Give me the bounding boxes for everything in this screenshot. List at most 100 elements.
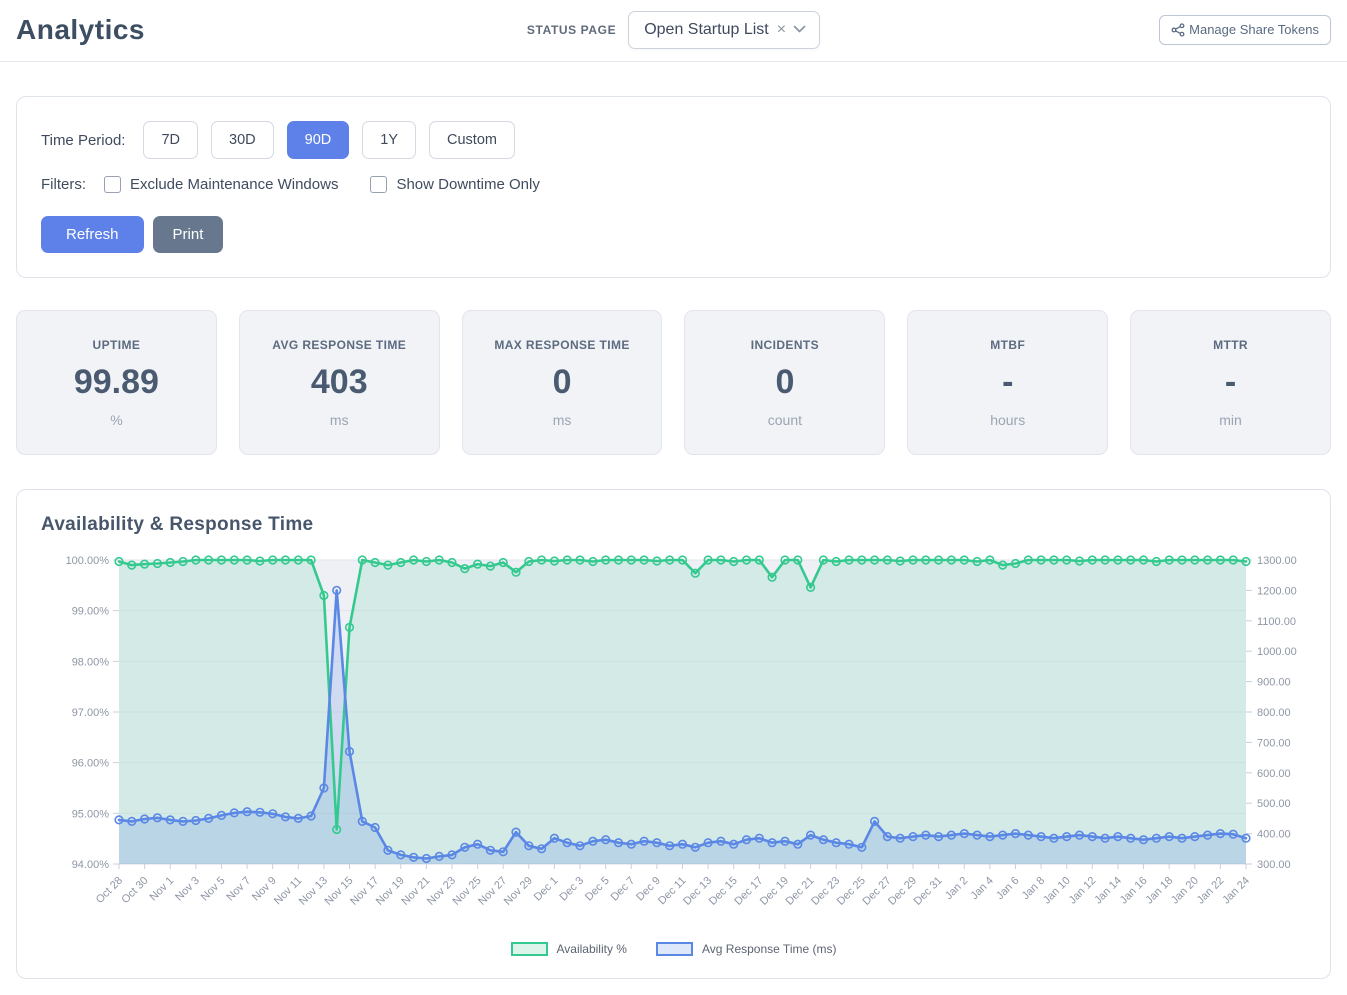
share-icon (1171, 22, 1185, 37)
time-period-30d-button[interactable]: 30D (211, 121, 274, 159)
svg-text:900.00: 900.00 (1257, 677, 1291, 689)
time-period-label: Time Period: (41, 131, 126, 149)
svg-text:Oct 30: Oct 30 (119, 875, 150, 906)
refresh-button[interactable]: Refresh (41, 216, 144, 253)
svg-text:Jan 4: Jan 4 (968, 875, 996, 903)
stat-value: 403 (310, 363, 368, 401)
svg-text:Nov 3: Nov 3 (173, 875, 202, 904)
time-period-custom-button[interactable]: Custom (429, 121, 515, 159)
stat-card-incidents: INCIDENTS 0 count (684, 310, 886, 455)
svg-text:Jan 2: Jan 2 (943, 875, 971, 903)
manage-share-tokens-label: Manage Share Tokens (1189, 22, 1319, 37)
stat-unit: % (110, 412, 123, 428)
filters-row: Filters: Exclude Maintenance Windows Sho… (41, 176, 1306, 193)
stat-card-mttr: MTTR - min (1130, 310, 1331, 455)
time-period-row: Time Period: 7D 30D 90D 1Y Custom (41, 121, 1306, 159)
stat-label: MTTR (1213, 338, 1249, 352)
svg-text:Jan 22: Jan 22 (1195, 875, 1227, 907)
exclude-maintenance-checkbox-label: Exclude Maintenance Windows (130, 176, 339, 193)
status-page-label: STATUS PAGE (526, 22, 617, 37)
stat-unit: min (1219, 412, 1242, 428)
svg-text:Jan 18: Jan 18 (1143, 875, 1175, 907)
chart-legend: Availability % Avg Response Time (ms) (41, 942, 1306, 956)
stat-unit: count (767, 412, 803, 428)
stat-label: MTBF (990, 338, 1026, 352)
svg-text:Nov 5: Nov 5 (199, 875, 228, 904)
status-page-group: STATUS PAGE Open Startup List × (526, 10, 821, 49)
stat-value: - (1002, 363, 1014, 401)
svg-text:Jan 20: Jan 20 (1169, 875, 1201, 907)
stat-card-max-response: MAX RESPONSE TIME 0 ms (461, 310, 663, 455)
controls-panel: Time Period: 7D 30D 90D 1Y Custom Filter… (16, 96, 1331, 278)
svg-text:95.00%: 95.00% (72, 808, 110, 820)
stat-unit: hours (990, 412, 1026, 428)
stat-label: INCIDENTS (750, 338, 820, 352)
stat-unit: ms (329, 412, 349, 428)
svg-text:94.00%: 94.00% (72, 859, 110, 871)
print-button[interactable]: Print (152, 216, 224, 253)
svg-text:Oct 28: Oct 28 (94, 875, 125, 906)
availability-response-chart: 94.00% 95.00% 96.00% 97.00% 98.00% 99.00% 100.… (66, 555, 1297, 908)
actions-row: Refresh Print (41, 216, 1306, 253)
stat-value: - (1224, 363, 1237, 401)
stat-value: 99.89 (73, 363, 159, 401)
show-downtime-checkbox[interactable]: Show Downtime Only (370, 176, 540, 193)
show-downtime-checkbox-label: Show Downtime Only (396, 176, 540, 193)
page-title: Analytics (16, 13, 145, 45)
svg-text:1300.00: 1300.00 (1257, 555, 1297, 567)
svg-text:Dec 3: Dec 3 (557, 875, 586, 904)
svg-text:1000.00: 1000.00 (1257, 646, 1297, 658)
stat-card-mtbf: MTBF - hours (907, 310, 1109, 455)
svg-text:99.00%: 99.00% (72, 606, 110, 618)
status-page-select[interactable]: Open Startup List × (628, 10, 821, 49)
svg-text:Jan 6: Jan 6 (994, 875, 1022, 903)
svg-text:1200.00: 1200.00 (1257, 585, 1297, 597)
stat-card-uptime: UPTIME 99.89 % (16, 310, 217, 455)
legend-swatch-availability-icon (510, 942, 548, 956)
svg-text:Nov 7: Nov 7 (224, 875, 253, 904)
chevron-down-icon[interactable] (793, 25, 806, 34)
filters-label: Filters: (41, 176, 86, 193)
time-period-90d-button[interactable]: 90D (286, 121, 350, 159)
stat-label: AVG RESPONSE TIME (272, 338, 407, 352)
stat-label: UPTIME (92, 338, 141, 352)
stat-unit: ms (552, 412, 572, 428)
svg-text:1100.00: 1100.00 (1257, 616, 1296, 628)
exclude-maintenance-checkbox-box[interactable] (104, 176, 121, 193)
status-page-selected-value: Open Startup List (644, 20, 769, 38)
legend-swatch-response-icon (655, 942, 693, 956)
svg-text:Dec 1: Dec 1 (532, 875, 561, 904)
stats-row: UPTIME 99.89 % AVG RESPONSE TIME 403 ms … (16, 310, 1331, 455)
stat-label: MAX RESPONSE TIME (494, 338, 630, 352)
legend-label-response: Avg Response Time (ms) (701, 942, 837, 956)
svg-text:96.00%: 96.00% (72, 758, 110, 770)
svg-text:97.00%: 97.00% (72, 707, 110, 719)
svg-text:Jan 24: Jan 24 (1220, 875, 1252, 907)
show-downtime-checkbox-box[interactable] (370, 176, 388, 193)
svg-text:98.00%: 98.00% (72, 656, 110, 668)
svg-text:700.00: 700.00 (1257, 737, 1291, 749)
svg-text:Dec 7: Dec 7 (609, 875, 638, 904)
svg-text:800.00: 800.00 (1257, 707, 1291, 719)
stat-value: 0 (775, 363, 795, 401)
svg-text:Jan 12: Jan 12 (1067, 875, 1099, 907)
svg-text:Dec 31: Dec 31 (912, 875, 945, 908)
svg-text:100.00%: 100.00% (66, 555, 110, 567)
svg-text:Nov 29: Nov 29 (502, 875, 535, 908)
svg-text:Jan 16: Jan 16 (1118, 875, 1150, 907)
time-period-1y-button[interactable]: 1Y (362, 121, 416, 159)
clear-selection-icon[interactable]: × (776, 20, 787, 38)
chart-panel: Availability & Response Time 94.00% 95.00… (16, 489, 1331, 979)
svg-text:Jan 14: Jan 14 (1092, 875, 1124, 907)
time-period-7d-button[interactable]: 7D (143, 121, 199, 159)
svg-text:500.00: 500.00 (1257, 798, 1291, 810)
stat-card-avg-response: AVG RESPONSE TIME 403 ms (238, 310, 440, 455)
exclude-maintenance-checkbox[interactable]: Exclude Maintenance Windows (104, 176, 338, 193)
svg-text:Dec 5: Dec 5 (583, 875, 612, 904)
header: Analytics STATUS PAGE Open Startup List … (0, 0, 1347, 62)
svg-text:Nov 1: Nov 1 (148, 875, 177, 904)
legend-label-availability: Availability % (556, 942, 627, 956)
manage-share-tokens-button[interactable]: Manage Share Tokens (1159, 14, 1331, 45)
svg-text:400.00: 400.00 (1257, 829, 1291, 841)
svg-text:300.00: 300.00 (1257, 859, 1291, 871)
